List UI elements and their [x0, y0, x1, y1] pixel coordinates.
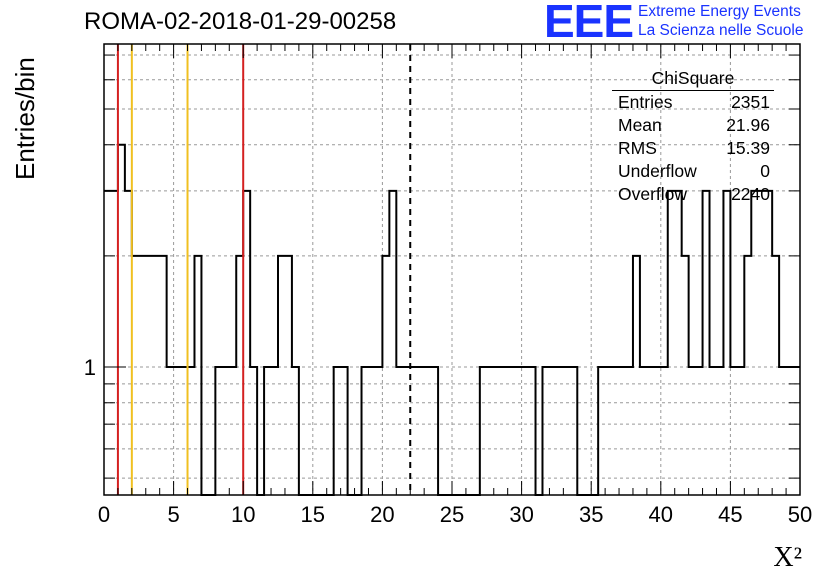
stats-label: Underflow	[618, 161, 697, 181]
eee-logo: EEE Extreme Energy Events La Scienza nel…	[544, 0, 834, 47]
stats-value: 2240	[731, 184, 770, 204]
logo-line-2: La Scienza nelle Scuole	[638, 22, 804, 39]
logo-mark: EEE	[544, 0, 634, 47]
x-tick-label: 40	[649, 502, 673, 527]
stats-label: Mean	[618, 115, 662, 135]
stats-value: 2351	[731, 92, 770, 112]
x-tick-label: 5	[167, 502, 179, 527]
stats-row-rms: RMS 15.39	[618, 138, 770, 161]
stats-box: ChiSquare Entries 2351 Mean 21.96 RMS 15…	[612, 68, 774, 206]
stats-row-overflow: Overflow 2240	[618, 184, 770, 207]
x-tick-label: 35	[579, 502, 603, 527]
stats-value: 15.39	[726, 138, 770, 158]
y-axis-label-wrap: Entries/bin	[4, 0, 44, 280]
x-axis-label: X²	[773, 542, 802, 572]
x-tick-label: 45	[718, 502, 742, 527]
stats-label: RMS	[618, 138, 657, 158]
stats-label: Entries	[618, 92, 673, 112]
x-tick-label: 15	[301, 502, 325, 527]
stats-value: 0	[760, 161, 770, 181]
y-tick-label: 1	[84, 355, 96, 380]
x-tick-label: 25	[440, 502, 464, 527]
logo-line-1: Extreme Energy Events	[638, 3, 801, 20]
x-tick-label: 30	[509, 502, 533, 527]
x-tick-label: 10	[231, 502, 255, 527]
stats-title-underline	[612, 90, 774, 91]
stats-row-underflow: Underflow 0	[618, 161, 770, 184]
y-axis-label: Entries/bin	[10, 57, 40, 180]
x-tick-label: 0	[98, 502, 110, 527]
stats-value: 21.96	[726, 115, 770, 135]
stats-title: ChiSquare	[651, 68, 735, 88]
chart-title: ROMA-02-2018-01-29-00258	[84, 8, 397, 35]
x-tick-label: 50	[788, 502, 812, 527]
x-tick-label: 20	[370, 502, 394, 527]
plot-area	[104, 44, 800, 495]
stats-row-entries: Entries 2351	[618, 92, 770, 115]
stats-label: Overflow	[618, 184, 688, 204]
stats-row-mean: Mean 21.96	[618, 115, 770, 138]
